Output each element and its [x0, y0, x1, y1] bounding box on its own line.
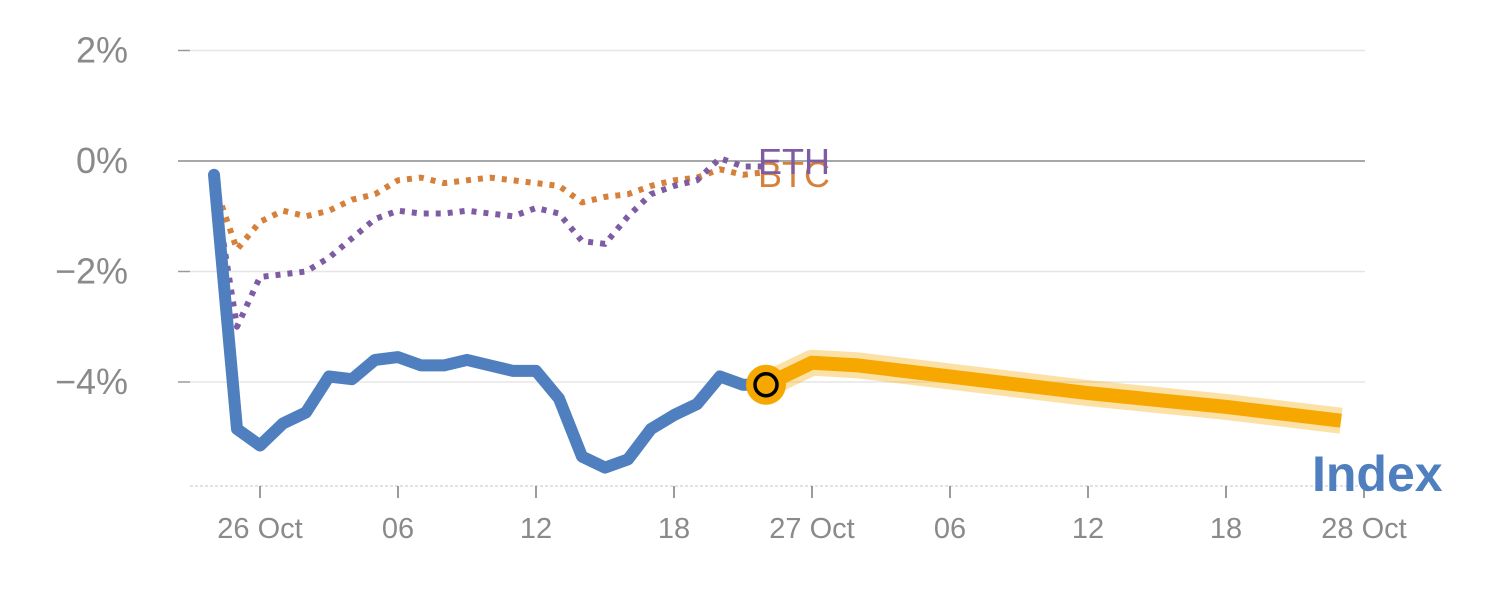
current-value-marker	[753, 372, 779, 398]
series-label-btc: BTC	[758, 154, 830, 195]
y-tick-label: −2%	[55, 251, 128, 292]
y-tick-label: 0%	[76, 140, 128, 181]
x-tick-label: 26 Oct	[217, 513, 302, 545]
x-axis: 26 Oct 06 12 18 27 Oct 06 12 18 28 Oct	[190, 485, 1407, 545]
x-tick-label: 06	[934, 513, 966, 545]
series-label-index: Index	[1312, 446, 1443, 502]
series-label-eth: ETH	[758, 141, 830, 182]
series-line-eth	[211, 155, 766, 330]
series-line-index	[208, 168, 772, 474]
x-tick-label: 27 Oct	[769, 513, 854, 545]
grid-lines	[178, 49, 1365, 383]
series-lines	[208, 155, 1343, 474]
x-tick-label: 12	[520, 513, 552, 545]
series-line-btc	[211, 166, 767, 253]
y-tick-label: 2%	[76, 30, 128, 71]
x-tick-label: 06	[382, 513, 414, 545]
x-tick-label: 12	[1072, 513, 1104, 545]
y-axis-ticks: 2% 0% −2% −4%	[55, 30, 128, 403]
x-tick-label: 28 Oct	[1321, 513, 1406, 545]
y-tick-label: −4%	[55, 361, 128, 402]
projection-line	[762, 355, 1342, 428]
x-tick-label: 18	[658, 513, 690, 545]
x-tick-label: 18	[1210, 513, 1242, 545]
